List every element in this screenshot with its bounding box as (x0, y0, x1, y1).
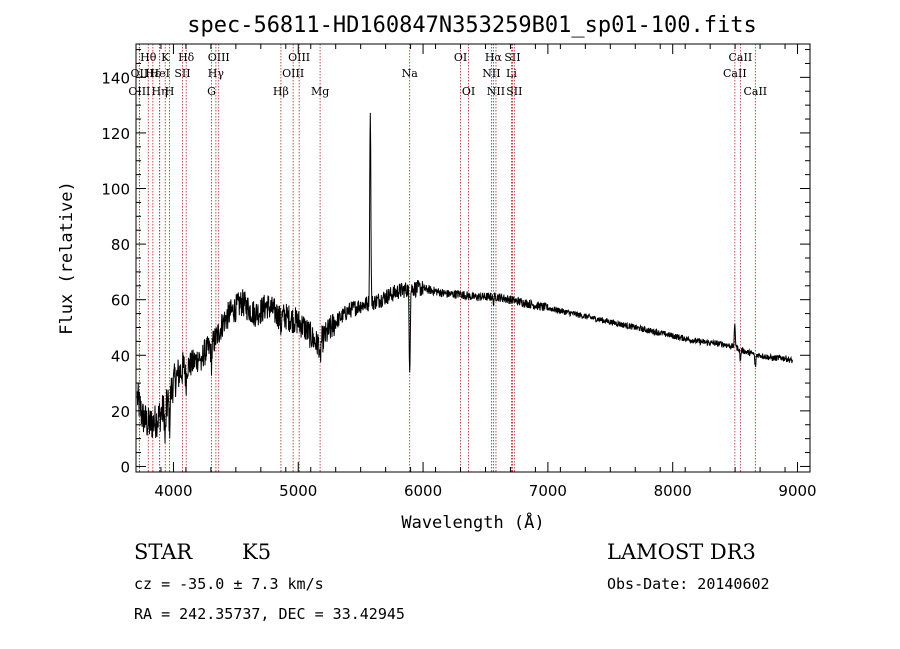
line-marker-label: Mg (311, 85, 329, 98)
line-marker-label: CaII (729, 51, 753, 64)
plot-frame (135, 43, 811, 473)
coordinates: RA = 242.35737, DEC = 33.42945 (134, 605, 405, 623)
object-subclass: K5 (242, 540, 272, 564)
x-tick-label: 7000 (529, 482, 567, 500)
line-marker-label: K (161, 51, 170, 64)
x-tick-label: 5000 (279, 482, 317, 500)
spectrum-line (136, 112, 793, 444)
spectrum-series (136, 112, 793, 444)
y-tick-label: 60 (111, 292, 130, 310)
line-marker-label: SII (504, 51, 520, 64)
y-axis-label: Flux (relative) (57, 181, 77, 335)
y-tick-label: 0 (120, 458, 130, 476)
y-tick-label: 20 (111, 403, 130, 421)
line-marker-label: CaII (743, 85, 767, 98)
line-marker-label: OI (462, 85, 475, 98)
line-marker-label: SII (174, 67, 190, 80)
y-tick-label: 100 (101, 181, 130, 199)
line-marker-label: Hθ (140, 51, 157, 64)
x-axis-label: Wavelength (Å) (401, 511, 544, 533)
line-marker-label: H (165, 85, 175, 98)
object-class: STAR (134, 540, 193, 564)
line-marker-label: G (207, 85, 216, 98)
line-marker-label: OIII (282, 67, 304, 80)
line-marker-label: NII (487, 85, 505, 98)
y-tick-label: 120 (101, 125, 130, 143)
line-marker-label: OII (131, 67, 149, 80)
y-tick-label: 80 (111, 236, 130, 254)
observation-date: Obs-Date: 20140602 (607, 575, 770, 593)
line-marker-label: HeI (149, 67, 169, 80)
line-marker-label: Hε (145, 67, 161, 80)
line-marker-label: Hγ (208, 67, 225, 80)
line-marker-label: OIII (288, 51, 310, 64)
chart-title: spec-56811-HD160847N353259B01_sp01-100.f… (187, 13, 757, 38)
line-marker-label: Hα (485, 51, 503, 64)
line-marker-label: OI (454, 51, 467, 64)
x-tick-label: 4000 (154, 482, 192, 500)
line-marker-label: OIII (208, 51, 230, 64)
axis-ticks: 4000 5000 6000 7000 8000 9000 0 20 40 60 80 100 120 1… (101, 44, 817, 500)
line-marker-label: Hδ (178, 51, 195, 64)
line-marker-label: Na (402, 67, 419, 80)
y-tick-label: 40 (111, 347, 130, 365)
line-marker-label: CaII (723, 67, 747, 80)
line-marker-label: SII (506, 85, 522, 98)
x-tick-label: 8000 (654, 482, 692, 500)
redshift-velocity: cz = -35.0 ± 7.3 km/s (134, 575, 324, 593)
line-marker-label: Li (506, 67, 517, 80)
line-marker-label: Hβ (273, 85, 289, 98)
y-tick-label: 140 (101, 69, 130, 87)
line-marker-label: NII (482, 67, 500, 80)
survey-name: LAMOST DR3 (607, 540, 756, 564)
x-tick-label: 6000 (404, 482, 442, 500)
line-marker-label: Hη (151, 85, 167, 98)
x-tick-label: 9000 (778, 482, 816, 500)
